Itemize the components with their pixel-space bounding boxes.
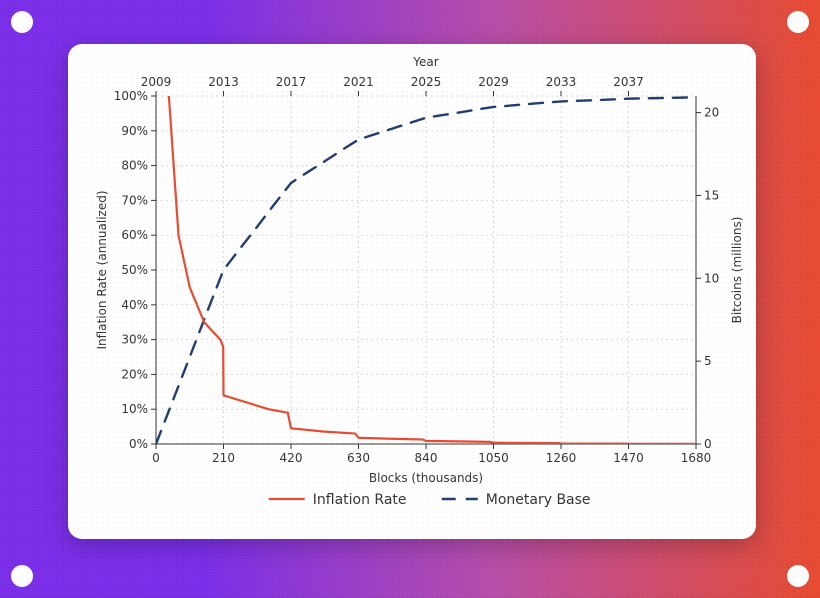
y-right-tick-label: 20 — [704, 106, 719, 120]
y-right-tick-label: 10 — [704, 271, 719, 285]
y-left-title: Inflation Rate (annualized) — [95, 190, 109, 349]
y-left-tick-label: 10% — [121, 402, 148, 416]
x-bottom-tick-label: 1470 — [613, 451, 644, 465]
decorative-dot — [787, 565, 809, 587]
y-right-tick-label: 5 — [704, 354, 712, 368]
decorative-dot — [11, 11, 33, 33]
y-left-tick-label: 80% — [121, 159, 148, 173]
x-top-tick-label: 2021 — [343, 75, 374, 89]
x-bottom-title: Blocks (thousands) — [369, 471, 483, 485]
y-left-tick-label: 20% — [121, 367, 148, 381]
x-top-tick-label: 2013 — [208, 75, 239, 89]
legend: Inflation Rate Monetary Base — [269, 492, 591, 508]
y-left-tick-label: 30% — [121, 333, 148, 347]
x-top-tick-label: 2009 — [141, 75, 172, 89]
y-left-tick-label: 60% — [121, 228, 148, 242]
page-background: 02104206308401050126014701680Blocks (tho… — [0, 0, 820, 598]
x-bottom-tick-label: 630 — [347, 451, 370, 465]
x-bottom-tick-label: 840 — [415, 451, 438, 465]
x-top-tick-label: 2025 — [411, 75, 442, 89]
chart-svg: 02104206308401050126014701680Blocks (tho… — [68, 44, 756, 539]
y-left-tick-label: 50% — [121, 263, 148, 277]
x-bottom-tick-label: 210 — [212, 451, 235, 465]
series-inflation — [158, 44, 696, 444]
y-right-title: Bitcoins (millions) — [730, 217, 744, 324]
decorative-dot — [787, 11, 809, 33]
y-right-tick-label: 0 — [704, 437, 712, 451]
x-top-tick-label: 2037 — [613, 75, 644, 89]
legend-label: Inflation Rate — [313, 492, 407, 508]
x-top-title: Year — [412, 55, 438, 69]
x-top-tick-label: 2033 — [546, 75, 577, 89]
x-bottom-tick-label: 1050 — [478, 451, 509, 465]
y-left-tick-label: 0% — [129, 437, 148, 451]
x-bottom-tick-label: 1260 — [546, 451, 577, 465]
y-left-tick-label: 70% — [121, 193, 148, 207]
x-top-tick-label: 2017 — [276, 75, 307, 89]
decorative-dot — [11, 565, 33, 587]
legend-label: Monetary Base — [486, 492, 591, 508]
y-left-tick-label: 100% — [114, 89, 148, 103]
x-bottom-tick-label: 1680 — [681, 451, 712, 465]
x-top-tick-label: 2029 — [478, 75, 509, 89]
y-left-tick-label: 40% — [121, 298, 148, 312]
y-right-tick-label: 15 — [704, 188, 719, 202]
chart-card: 02104206308401050126014701680Blocks (tho… — [68, 44, 756, 539]
y-left-tick-label: 90% — [121, 124, 148, 138]
x-bottom-tick-label: 0 — [152, 451, 160, 465]
x-bottom-tick-label: 420 — [280, 451, 303, 465]
